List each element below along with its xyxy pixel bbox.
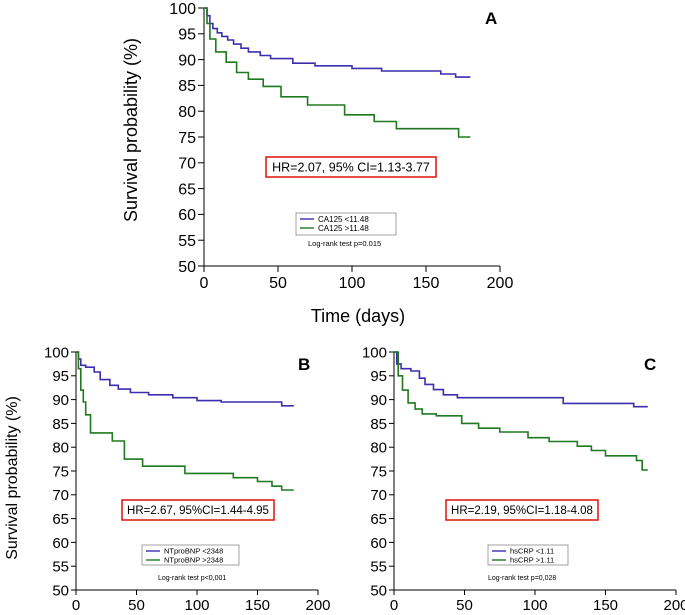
y-tick-label: 100: [169, 1, 196, 18]
logrank-text: Log-rank test p<0,001: [158, 575, 226, 582]
legend-box: [295, 212, 397, 236]
legend-box: [487, 544, 569, 566]
logrank-text: Log-rank test p=0,028: [488, 575, 556, 582]
y-tick-label: 70: [52, 487, 69, 504]
y-tick-label: 60: [178, 207, 196, 224]
hazard-ratio-box: [445, 499, 599, 521]
y-tick-label: 50: [370, 582, 387, 599]
y-tick-label: 90: [370, 392, 387, 409]
x-tick-label: 200: [663, 597, 685, 614]
legend-label: CA125 >11.48: [318, 224, 369, 233]
x-tick-label: 100: [339, 275, 366, 292]
survival-curve-high: [394, 351, 648, 471]
y-tick-label: 70: [370, 487, 387, 504]
x-tick-label: 50: [456, 597, 473, 614]
y-tick-label: 85: [178, 78, 196, 95]
y-tick-label: 55: [370, 559, 387, 576]
x-tick-label: 0: [200, 275, 209, 292]
y-axis-title-bottom: Survival probability (%): [4, 396, 21, 560]
x-tick-label: 150: [593, 597, 618, 614]
legend-label: NTproBNP <2348: [164, 547, 223, 556]
x-tick-label: 50: [269, 275, 287, 292]
panel-letter: A: [485, 9, 497, 28]
survival-curve-high: [204, 7, 471, 138]
x-tick-label: 200: [305, 597, 330, 614]
y-tick-label: 90: [178, 52, 196, 69]
y-tick-label: 95: [52, 368, 69, 385]
x-tick-label: 150: [245, 597, 270, 614]
legend-label: NTproBNP >2348: [164, 556, 223, 565]
y-tick-label: 80: [178, 104, 196, 121]
x-tick-label: 200: [487, 275, 514, 292]
y-tick-label: 55: [52, 559, 69, 576]
legend-label: hsCRP <1.11: [510, 547, 554, 556]
x-tick-label: 100: [184, 597, 209, 614]
y-tick-label: 95: [178, 27, 196, 44]
y-tick-label: 70: [178, 156, 196, 173]
panel-letter: C: [644, 355, 656, 374]
y-tick-label: 100: [362, 344, 387, 361]
legend-label: CA125 <11.48: [318, 215, 369, 224]
y-tick-label: 95: [370, 368, 387, 385]
y-tick-label: 50: [178, 259, 196, 276]
y-tick-label: 75: [178, 130, 196, 147]
hazard-ratio-box: [265, 156, 437, 178]
panel-letter: B: [298, 355, 310, 374]
y-axis-title-top: Survival probability (%): [121, 38, 141, 222]
y-tick-label: 80: [52, 440, 69, 457]
survival-curve-low: [394, 351, 648, 408]
hazard-ratio-text: HR=2.07, 95% CI=1.13-3.77: [272, 161, 430, 175]
y-tick-label: 75: [370, 463, 387, 480]
y-tick-label: 80: [370, 440, 387, 457]
logrank-text: Log-rank test p=0.015: [308, 239, 381, 248]
survival-curve-high: [76, 351, 294, 491]
x-tick-label: 0: [390, 597, 398, 614]
hazard-ratio-text: HR=2.67, 95%CI=1.44-4.95: [127, 505, 269, 517]
y-tick-label: 75: [52, 463, 69, 480]
y-tick-label: 85: [370, 416, 387, 433]
y-tick-label: 65: [370, 511, 387, 528]
y-tick-label: 60: [370, 535, 387, 552]
x-tick-label: 50: [128, 597, 145, 614]
x-tick-label: 100: [522, 597, 547, 614]
y-tick-label: 60: [52, 535, 69, 552]
legend-box: [141, 544, 240, 566]
y-tick-label: 50: [52, 582, 69, 599]
survival-curve-low: [204, 7, 471, 78]
legend-label: hsCRP >1.11: [510, 556, 554, 565]
survival-curve-low: [76, 351, 294, 407]
y-tick-label: 55: [178, 233, 196, 250]
hazard-ratio-box: [121, 499, 275, 521]
y-tick-label: 90: [52, 392, 69, 409]
x-tick-label: 0: [72, 597, 80, 614]
y-tick-label: 65: [178, 181, 196, 198]
y-tick-label: 100: [44, 344, 69, 361]
hazard-ratio-text: HR=2.19, 95%CI=1.18-4.08: [451, 505, 593, 517]
x-axis-title-top: Time (days): [311, 306, 405, 326]
y-tick-label: 85: [52, 416, 69, 433]
x-tick-label: 150: [413, 275, 440, 292]
y-tick-label: 65: [52, 511, 69, 528]
